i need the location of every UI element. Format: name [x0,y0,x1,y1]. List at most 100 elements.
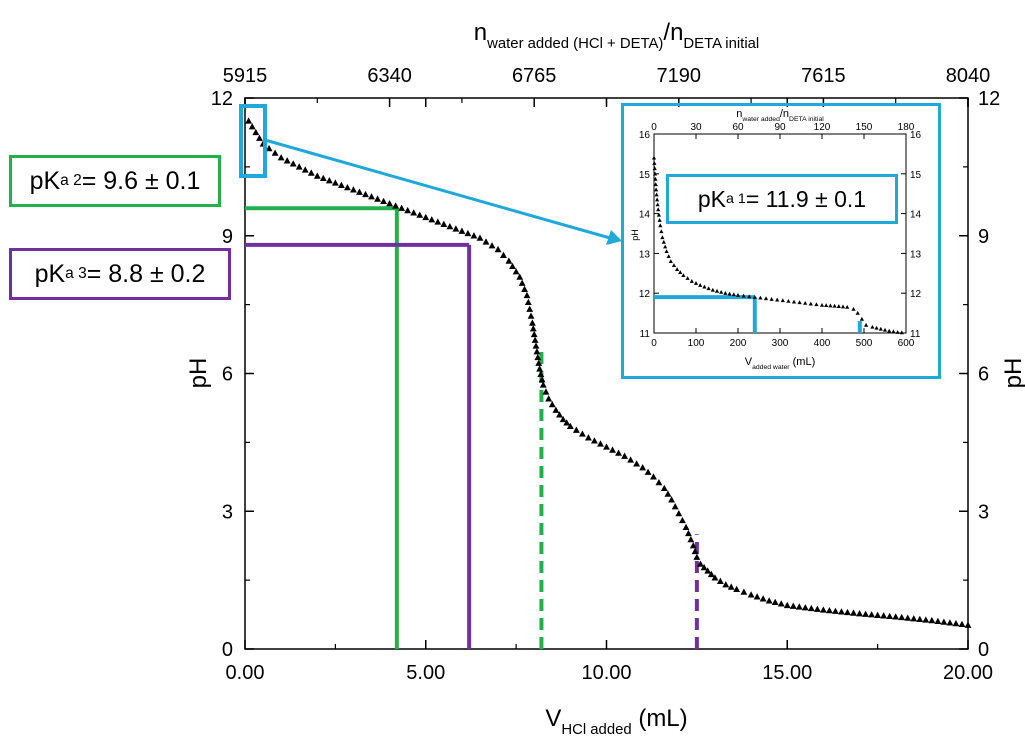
data-point [331,179,339,186]
data-point [512,268,520,275]
top-axis-title-part: water added (HCl + DETA) [486,36,663,52]
top-axis-title-part: DETA initial [683,36,759,52]
data-point [529,325,537,332]
inset-data-point [685,276,690,280]
data-point [509,262,516,270]
y2-tick-label: 0 [978,639,989,661]
data-point [542,388,550,395]
main-plot: 0.00 5.00 10.00 15.00 20.00 5915 6340 6765 7190 7… [185,19,1025,736]
data-point [534,353,542,361]
y-axis-title: pH [185,358,212,389]
data-point [527,312,535,319]
inset-y2-tick-label: 12 [910,289,922,300]
inset-data-point [895,330,900,334]
data-point [685,529,692,537]
data-point [700,563,708,571]
data-point [368,193,375,200]
data-point [807,604,815,612]
data-point [585,434,592,441]
data-point [704,567,712,574]
data-point [500,251,507,258]
y-tick-label: 9 [222,226,233,248]
data-point [958,620,966,628]
inset-data-point [658,223,663,228]
data-point [777,600,785,607]
inset-top-axis-title-part: n [783,108,789,120]
data-point [886,612,894,620]
data-point [545,395,553,402]
inset-top-tick-label: 0 [651,122,657,133]
inset-data-point [706,286,711,291]
inset-x-tick-label: 200 [730,338,747,349]
top-tick-label: 8040 [946,65,991,87]
data-point [271,149,279,156]
inset-data-point [864,322,869,327]
data-point [722,581,730,588]
data-point [675,509,683,517]
top-axis-title-part: / [663,19,670,46]
data-point [380,197,387,205]
data-point [458,227,466,234]
top-tick-label: 7190 [657,65,702,87]
data-point [523,291,531,299]
data-point [434,218,442,225]
data-point [697,560,704,567]
inset-y2-tick-label: 15 [910,170,922,181]
data-point [531,336,539,343]
inset-data-point [808,301,813,306]
inset-top-tick-label: 150 [856,122,873,133]
inset-x-axis-title-part: added water [752,364,790,371]
inset-top-tick-label: 180 [898,122,915,133]
inset-data-point [654,187,659,192]
data-point [559,415,567,423]
inset-data-point [698,283,703,287]
inset-data-point [735,292,741,297]
data-point [521,285,528,293]
data-point [518,279,526,286]
inset-x-axis-title-part: (mL) [790,356,816,368]
inset-data-point [731,292,736,297]
top-tick-label: 5915 [223,65,268,87]
data-point [404,206,412,214]
x-tick-label: 15.00 [762,662,812,684]
data-point [319,174,327,182]
data-point [733,585,741,593]
inset-data-point [878,326,883,331]
data-point [470,232,478,239]
inset-data-point [747,294,752,299]
top-tick-label: 6765 [512,65,557,87]
inset-y-tick-label: 14 [639,210,651,221]
inset-data-point [651,155,657,160]
data-point [633,460,641,467]
data-point [446,222,454,230]
inset-data-point [814,302,819,307]
inset-x-tick-label: 300 [772,338,789,349]
data-point [256,134,263,141]
data-point [910,615,918,622]
inset-data-point [775,297,780,302]
inset-data-point [719,289,724,294]
inset-data-point [791,299,797,304]
inset-y2-tick-label: 11 [910,329,921,340]
inset-data-point [656,212,661,217]
inset-frame [621,103,941,379]
inset-data-point [714,288,720,293]
inset-data-point [655,202,660,207]
x-tick-label: 0.00 [226,662,265,684]
inset-data-point [859,316,864,321]
data-point [693,553,701,560]
inset-top-tick-label: 90 [774,122,786,133]
inset-top-tick-label: 60 [732,122,744,133]
y2-axis-title: pH [1000,358,1025,389]
data-point [928,616,936,624]
data-point [621,452,628,459]
data-point [392,202,400,209]
inset-data-point [763,296,769,301]
data-point [597,440,604,447]
data-point [524,298,532,306]
data-point [671,503,679,510]
x-axis-title: VHCl added (mL) [545,705,687,736]
inset-data-point [741,293,746,298]
data-point [265,144,273,152]
data-point [494,245,502,253]
